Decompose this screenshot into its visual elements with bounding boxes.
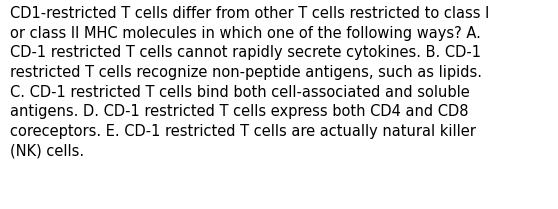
Text: CD1-restricted T cells differ from other T cells restricted to class I
or class : CD1-restricted T cells differ from other… [10, 6, 489, 158]
